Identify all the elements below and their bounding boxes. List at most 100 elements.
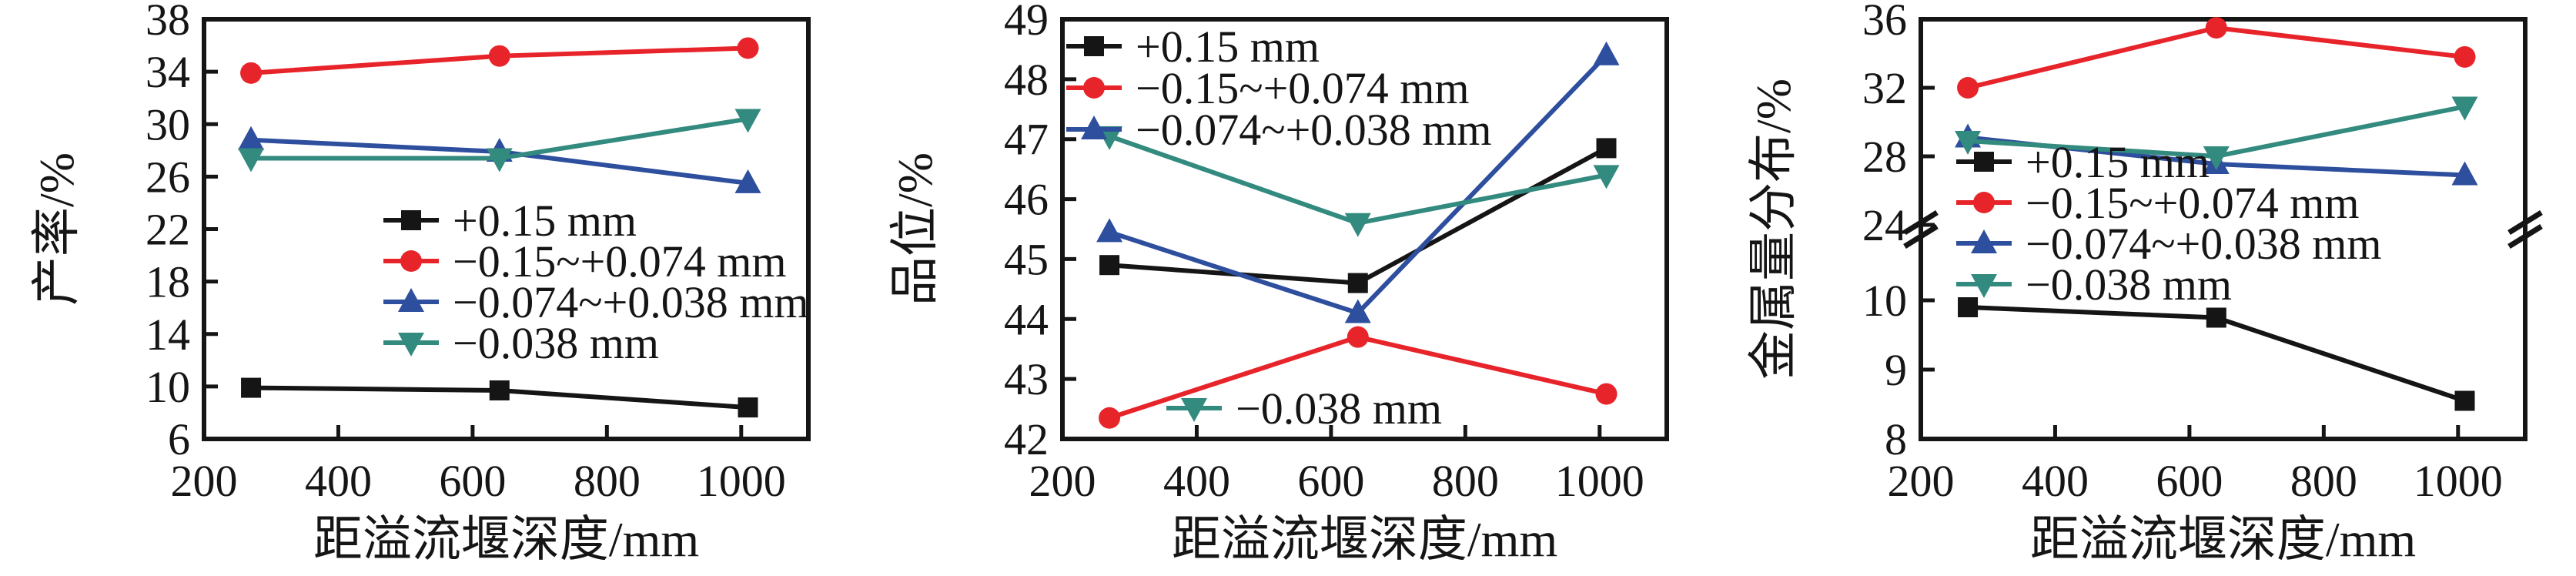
y-tick-label: 44 bbox=[1004, 294, 1049, 344]
chart-canvas-grade: 200 400 600 800 1000 42 43 44 45 46 47 48 49 品位/% 距溢流堰… bbox=[888, 0, 1669, 567]
series-teal bbox=[1955, 96, 2478, 170]
y-tick-label: 22 bbox=[146, 205, 190, 255]
y-tick-label: 30 bbox=[146, 99, 190, 149]
legend-label: −0.15~+0.074 mm bbox=[453, 236, 787, 286]
data-point-marker-triangle-up bbox=[238, 126, 265, 150]
data-point-marker-triangle-up bbox=[398, 288, 424, 312]
x-tick-label: 800 bbox=[2290, 456, 2357, 506]
data-point-marker-triangle-up bbox=[1344, 299, 1371, 323]
legend-item: −0.15~+0.074 mm bbox=[1066, 63, 1470, 113]
y-tick-label: 45 bbox=[1004, 234, 1049, 284]
x-tick-label: 1000 bbox=[697, 456, 786, 506]
x-tick-label: 600 bbox=[2156, 456, 2223, 506]
legend-label: −0.038 mm bbox=[1236, 383, 1442, 434]
data-point-marker-circle bbox=[2205, 17, 2227, 39]
legend-label: +0.15 mm bbox=[2026, 137, 2210, 187]
legend: +0.15 mm−0.15~+0.074 mm−0.074~+0.038 mm−… bbox=[383, 196, 809, 368]
legend-label: −0.15~+0.074 mm bbox=[2026, 178, 2360, 228]
legend-item: +0.15 mm bbox=[1956, 137, 2210, 187]
data-point-marker-triangle-down bbox=[238, 148, 265, 172]
series-blue bbox=[1096, 41, 1620, 323]
data-point-marker-square bbox=[241, 377, 262, 398]
y-tick-label: 32 bbox=[1862, 63, 1907, 113]
data-point-marker-circle bbox=[1957, 77, 1979, 99]
legend-item: −0.15~+0.074 mm bbox=[1956, 178, 2360, 228]
data-point-marker-circle bbox=[1973, 192, 1995, 213]
axis-break-mark bbox=[2507, 210, 2543, 235]
data-point-marker-square bbox=[489, 380, 510, 400]
legend-item: −0.038 mm bbox=[383, 318, 659, 368]
series-teal bbox=[238, 109, 761, 172]
series-red bbox=[1957, 17, 2476, 99]
x-tick-label: 400 bbox=[1163, 456, 1230, 506]
series-red bbox=[240, 37, 759, 84]
y-axis-label: 品位/% bbox=[888, 152, 942, 306]
data-point-marker-circle bbox=[240, 62, 263, 84]
data-point-marker-triangle-up bbox=[1081, 116, 1107, 139]
data-point-marker-circle bbox=[737, 37, 759, 59]
y-tick-label: 43 bbox=[1004, 354, 1049, 404]
data-point-marker-triangle-up bbox=[734, 169, 761, 193]
data-point-marker-triangle-up bbox=[1593, 41, 1620, 65]
legend-item: −0.038 mm bbox=[1956, 260, 2232, 310]
series-red bbox=[1099, 326, 1618, 429]
y-tick-label: 6 bbox=[168, 414, 190, 464]
y-tick-label: 38 bbox=[146, 0, 190, 45]
legend-label: −0.074~+0.038 mm bbox=[1136, 105, 1492, 155]
data-point-marker-circle bbox=[2454, 45, 2476, 68]
y-tick-label: 34 bbox=[146, 47, 190, 97]
data-point-marker-square bbox=[2454, 390, 2475, 411]
data-point-marker-square bbox=[1958, 297, 1979, 317]
x-tick-label: 200 bbox=[1029, 456, 1096, 506]
legend-label: +0.15 mm bbox=[1136, 22, 1320, 72]
data-point-marker-triangle-down bbox=[1344, 213, 1371, 237]
y-tick-label: 24 bbox=[1862, 200, 1907, 250]
y-tick-label: 8 bbox=[1885, 414, 1907, 464]
data-point-marker-square bbox=[1596, 138, 1617, 159]
data-point-marker-circle bbox=[488, 45, 510, 67]
legend-item: −0.15~+0.074 mm bbox=[383, 236, 787, 286]
y-axis-label: 金属量分布/% bbox=[1746, 79, 1801, 380]
chart-panel-metal-distribution: 200 400 600 800 1000 8 9 10 24 28 32 36 金属量分布/% 距溢流堰深… bbox=[1717, 0, 2575, 576]
x-axis-label: 距溢流堰深度/mm bbox=[313, 512, 699, 567]
y-tick-label: 49 bbox=[1004, 0, 1049, 45]
y-tick-label: 28 bbox=[1862, 132, 1907, 182]
x-tick-label: 600 bbox=[1297, 456, 1364, 506]
y-tick-label: 9 bbox=[1885, 345, 1907, 395]
axes: 200 400 600 800 1000 8 9 10 24 28 32 36 金属量分布/% 距溢流堰深… bbox=[1746, 0, 2543, 567]
x-tick-label: 600 bbox=[439, 456, 506, 506]
data-point-marker-triangle-down bbox=[734, 109, 761, 133]
series-black bbox=[1958, 297, 2475, 411]
data-point-marker-square bbox=[1099, 255, 1120, 276]
legend: −0.038 mm bbox=[1166, 383, 1442, 434]
legend-label: +0.15 mm bbox=[453, 196, 637, 246]
data-point-marker-triangle-down bbox=[2203, 146, 2230, 170]
legend-label: −0.038 mm bbox=[453, 318, 659, 368]
data-point-marker-circle bbox=[1083, 77, 1105, 99]
data-point-marker-square bbox=[1974, 152, 1994, 172]
x-tick-label: 800 bbox=[1432, 456, 1499, 506]
data-point-marker-triangle-down bbox=[398, 333, 424, 357]
y-tick-label: 36 bbox=[1862, 0, 1907, 45]
x-tick-label: 1000 bbox=[2414, 456, 2503, 506]
y-tick-label: 48 bbox=[1004, 55, 1049, 105]
data-point-marker-square bbox=[2206, 307, 2226, 328]
data-point-marker-triangle-down bbox=[1955, 130, 1982, 155]
legend-item: +0.15 mm bbox=[1066, 22, 1320, 72]
legend: +0.15 mm−0.15~+0.074 mm−0.074~+0.038 mm−… bbox=[1956, 137, 2382, 310]
chart-panel-yield: 200 400 600 800 1000 6 10 14 18 22 26 30 34 38 产率/% 距溢流… bbox=[0, 0, 858, 576]
y-tick-label: 47 bbox=[1004, 115, 1049, 165]
chart-panel-grade: 200 400 600 800 1000 42 43 44 45 46 47 48 49 品位/% 距溢流堰… bbox=[858, 0, 1717, 576]
data-point-marker-square bbox=[1347, 273, 1368, 293]
legend-item: −0.074~+0.038 mm bbox=[383, 277, 809, 327]
x-tick-label: 200 bbox=[171, 456, 238, 506]
y-axis-label: 产率/% bbox=[29, 152, 84, 306]
data-point-marker-triangle-up bbox=[2451, 161, 2478, 186]
legend-label: −0.074~+0.038 mm bbox=[2026, 219, 2382, 269]
y-tick-label: 10 bbox=[146, 362, 190, 412]
y-tick-label: 10 bbox=[1862, 276, 1907, 326]
data-point-marker-triangle-down bbox=[1593, 165, 1620, 189]
data-point-marker-circle bbox=[1099, 407, 1121, 429]
axis-break-mark bbox=[2507, 224, 2543, 249]
